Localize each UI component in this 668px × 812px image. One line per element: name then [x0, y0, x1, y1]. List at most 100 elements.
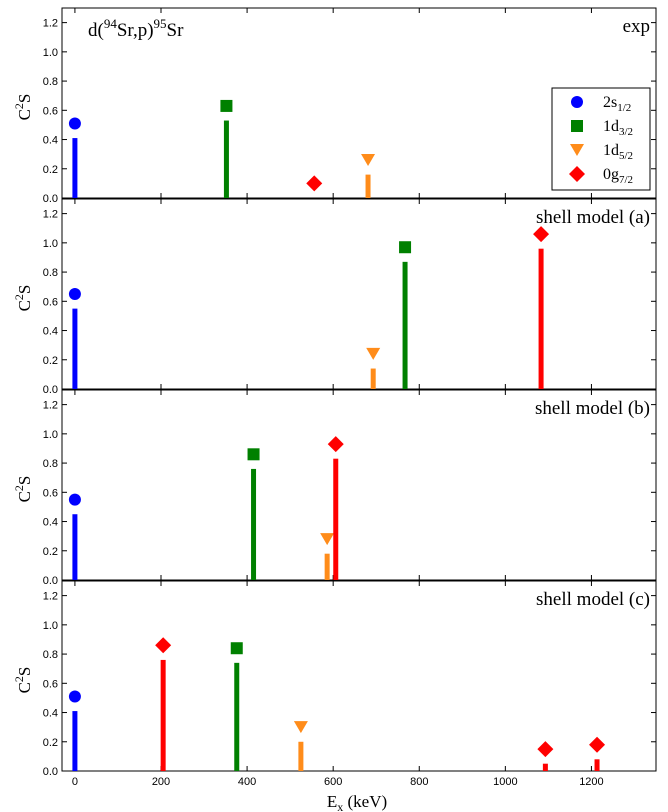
y-axis-label: C2S: [12, 285, 34, 312]
marker-d5: [293, 721, 308, 734]
y-axis-label: C2S: [12, 667, 34, 694]
x-axis-label: Ex (keV): [327, 792, 387, 812]
y-tick-label: 0.4: [43, 135, 58, 147]
y-tick-label: 0.6: [43, 487, 58, 499]
y-tick-label: 0.0: [43, 766, 58, 778]
bar-s: [72, 138, 78, 198]
bar-s: [72, 308, 78, 389]
y-tick-label: 0.8: [43, 76, 58, 88]
panels-group: 0.00.20.40.60.81.01.2C2Sexp0.00.20.40.60…: [12, 7, 657, 788]
panel-frame: [61, 198, 657, 390]
legend-label-d3: 1d3/2: [603, 118, 633, 138]
x-axis-label-unit: (keV): [343, 792, 387, 811]
marker-g: [537, 741, 554, 758]
legend-marker-d3: [571, 120, 583, 132]
x-tick-label: 800: [410, 776, 428, 788]
y-tick-label: 0.8: [43, 458, 58, 470]
reaction-title-sup: 95: [154, 16, 167, 31]
y-axis-label-main: C: [15, 109, 34, 120]
panel-label: shell model (a): [536, 207, 650, 228]
y-tick-label: 1.0: [43, 620, 58, 632]
legend-label-d5: 1d5/2: [603, 142, 633, 162]
panel-label: shell model (b): [535, 398, 650, 419]
x-tick-label: 400: [238, 776, 256, 788]
y-axis-label-sup: 2: [12, 103, 26, 109]
panel-label: shell model (c): [536, 589, 650, 610]
bar-d3: [402, 261, 408, 389]
y-tick-label: 0.0: [43, 193, 58, 205]
y-tick-label: 1.2: [43, 18, 58, 30]
y-tick-label: 0.6: [43, 678, 58, 690]
x-tick-label: 1000: [493, 776, 517, 788]
y-axis-label: C2S: [12, 476, 34, 503]
x-tick-label: 1200: [579, 776, 603, 788]
y-tick-label: 1.0: [43, 429, 58, 441]
y-tick-label: 1.2: [43, 591, 58, 603]
panel-label: exp: [623, 16, 650, 37]
y-axis-label-main: C: [15, 300, 34, 311]
x-tick-label: 600: [324, 776, 342, 788]
legend-label-sub: 1/2: [617, 102, 631, 114]
y-tick-label: 0.0: [43, 384, 58, 396]
x-axis-label-main: E: [327, 792, 337, 811]
bar-d3: [251, 468, 257, 580]
bar-g: [333, 458, 339, 580]
legend-frame: [551, 87, 651, 191]
bar-g: [538, 248, 544, 389]
marker-g: [327, 436, 344, 453]
y-tick-label: 1.0: [43, 47, 58, 59]
bar-g: [160, 659, 166, 771]
legend-marker-d5: [570, 144, 584, 156]
y-tick-label: 0.2: [43, 164, 58, 176]
bar-s: [72, 711, 78, 771]
panel-frame: [61, 389, 657, 581]
legend-label-sub: 3/2: [619, 126, 633, 138]
reaction-title: d(94Sr,p)95Sr: [88, 16, 184, 41]
reaction-title-part: d(: [88, 20, 104, 41]
legend-label-main: 0g: [603, 166, 619, 183]
y-tick-label: 0.2: [43, 737, 58, 749]
y-axis-label-main: C: [15, 682, 34, 693]
legend-label-sub: 7/2: [619, 174, 633, 186]
legend-label-sub: 5/2: [619, 150, 633, 162]
legend-label-main: 1d: [603, 142, 619, 159]
y-axis-label: C2S: [12, 94, 34, 121]
marker-d5: [366, 347, 381, 360]
x-tick-label: 0: [72, 776, 78, 788]
y-axis-label-end: S: [15, 94, 34, 103]
bar-d3: [234, 662, 240, 771]
legend-marker-s: [571, 96, 583, 108]
legend-marker-g: [569, 166, 585, 182]
bar-d5: [298, 741, 304, 771]
marker-g: [306, 175, 323, 192]
panel-frame: [61, 580, 657, 772]
y-tick-label: 1.2: [43, 400, 58, 412]
reaction-title-part: Sr,p): [117, 20, 154, 41]
y-tick-label: 0.0: [43, 575, 58, 587]
y-axis-label-main: C: [15, 491, 34, 502]
panel-frame: [61, 7, 657, 199]
bar-d3: [223, 120, 229, 198]
marker-g: [533, 226, 550, 243]
bar-g: [542, 763, 548, 771]
y-tick-label: 0.8: [43, 267, 58, 279]
legend-label-main: 2s: [603, 94, 617, 111]
bar-d5: [365, 174, 371, 198]
y-tick-label: 0.4: [43, 326, 58, 338]
marker-g: [155, 637, 172, 654]
reaction-title-sup: 94: [104, 16, 118, 31]
marker-d5: [320, 533, 335, 546]
legend-label-main: 1d: [603, 118, 619, 135]
y-tick-label: 0.6: [43, 105, 58, 117]
marker-d3: [399, 241, 412, 254]
bar-s: [72, 514, 78, 580]
bar-d5: [370, 368, 376, 389]
marker-d5: [361, 154, 376, 166]
bar-g: [594, 759, 600, 771]
marker-d3: [230, 642, 243, 655]
marker-s: [68, 493, 81, 506]
